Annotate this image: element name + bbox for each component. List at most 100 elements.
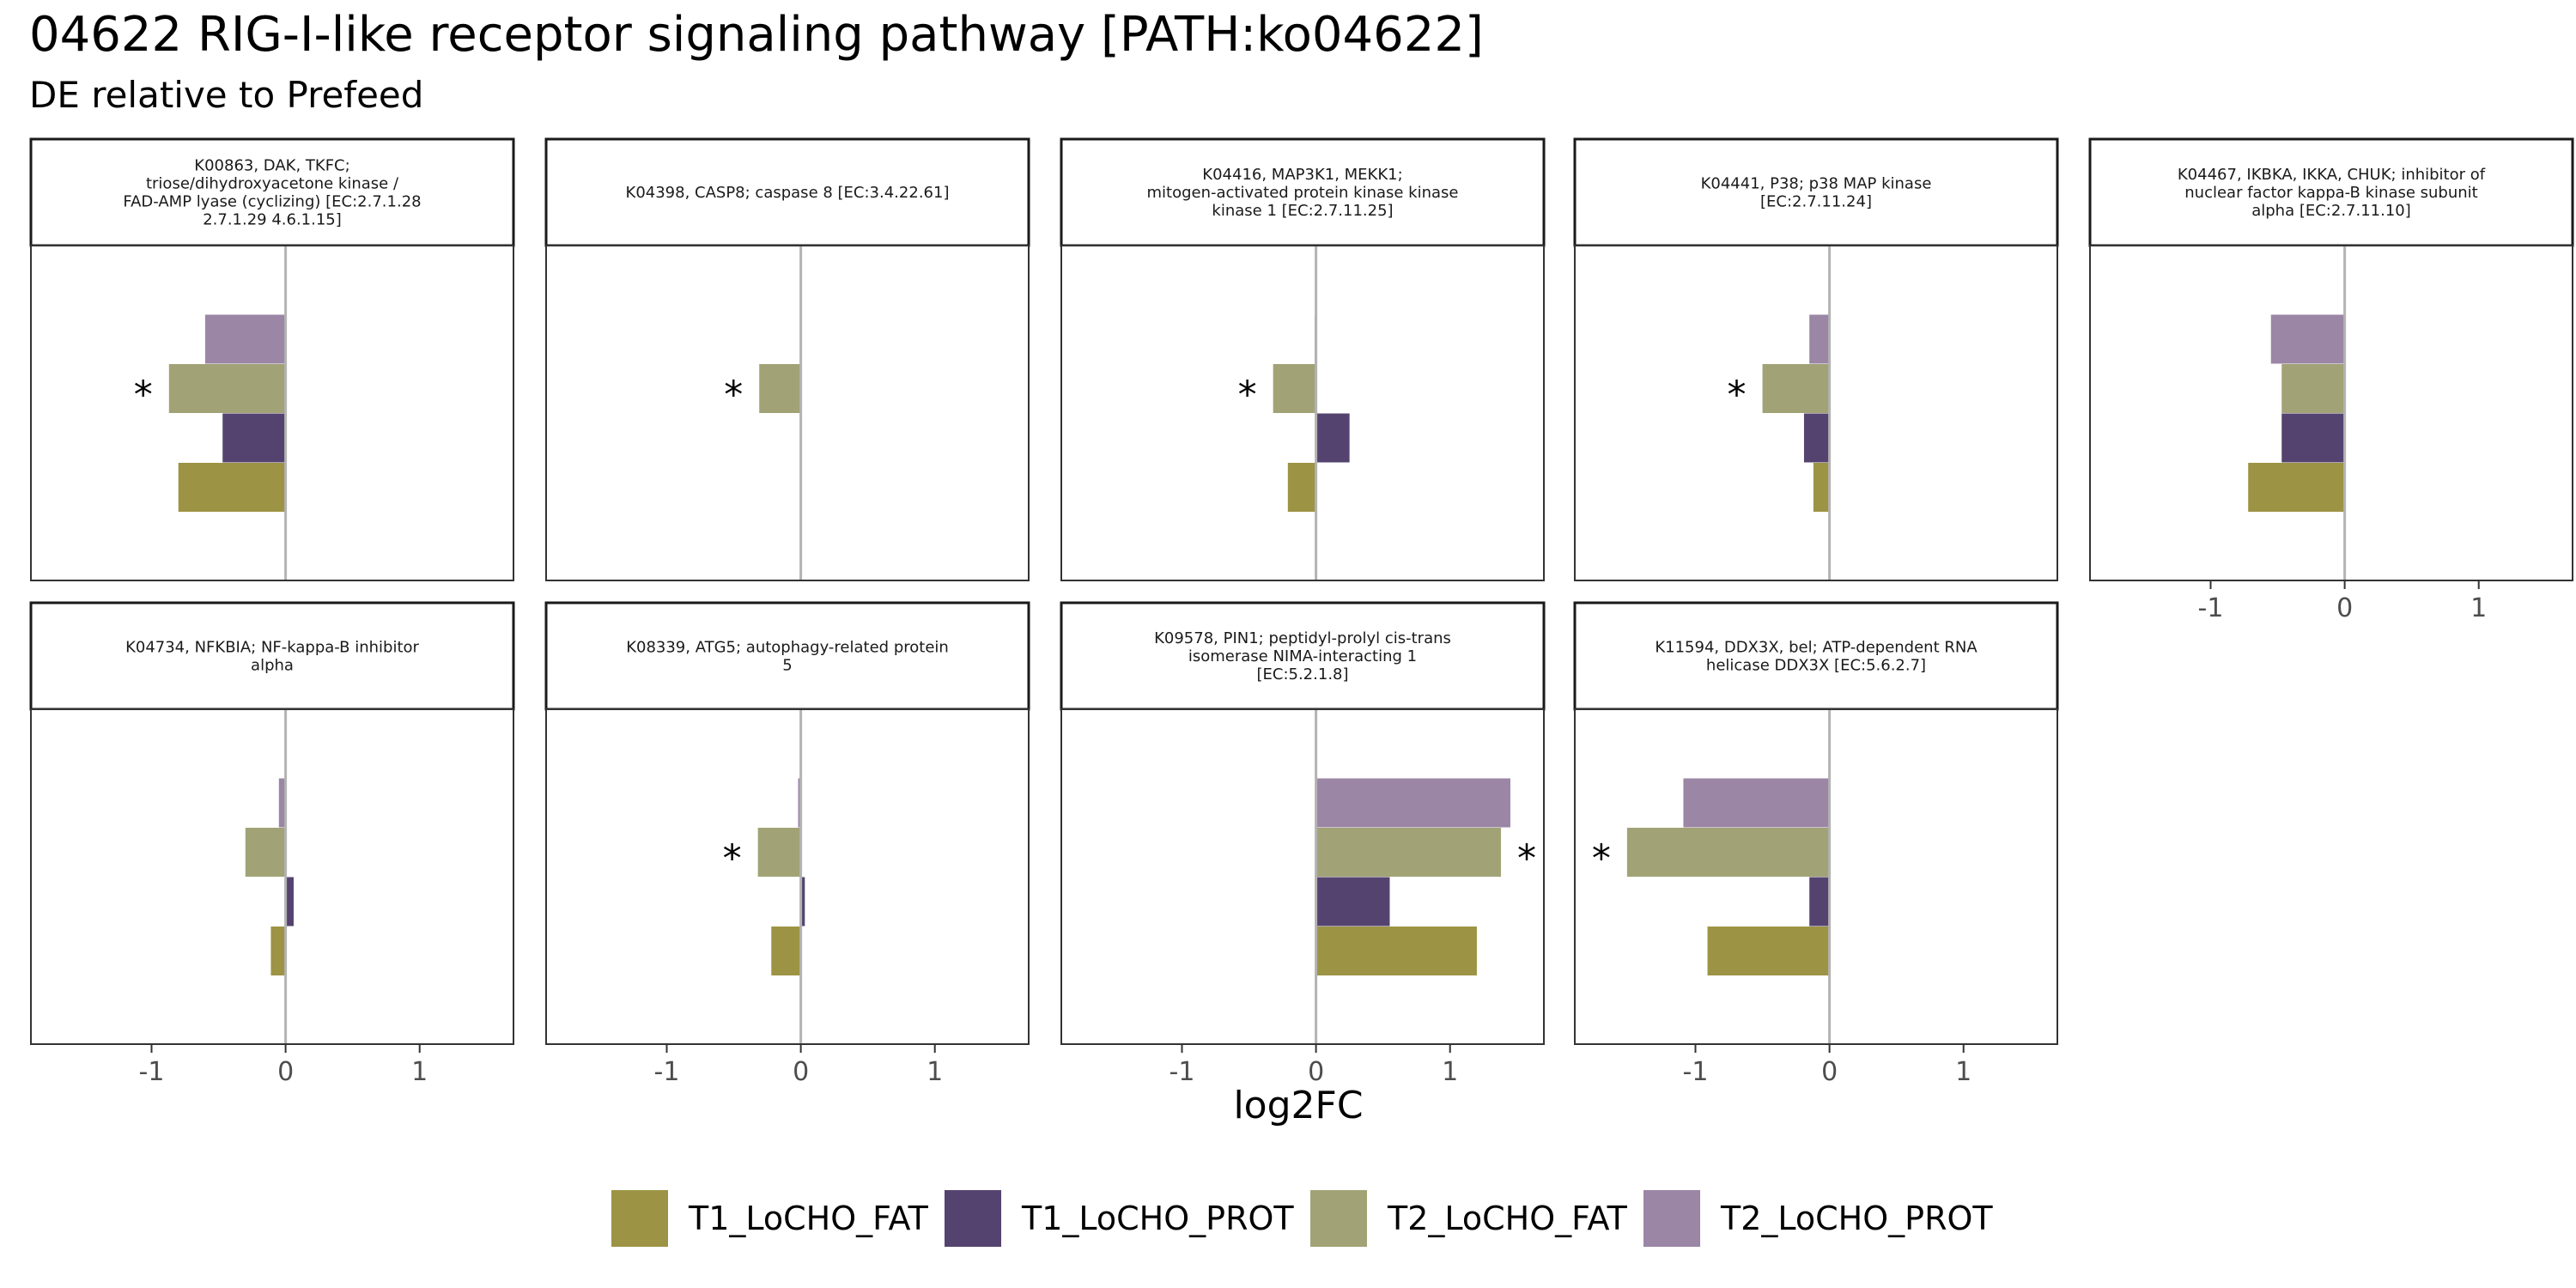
facet-strip-label: K04467, IKBKA, IKKA, CHUK; inhibitor of <box>2178 166 2486 184</box>
facet-strip-label: isomerase NIMA-interacting 1 <box>1188 647 1417 665</box>
bar-t2-locho-prot <box>204 314 286 364</box>
bar-t2-locho-fat <box>759 364 801 413</box>
x-tick-label: -1 <box>1683 1057 1709 1087</box>
facet-strip <box>2088 137 2574 247</box>
bar-t1-locho-prot <box>1315 877 1390 927</box>
chart-title: 04622 RIG-I-like receptor signaling path… <box>29 7 1484 63</box>
bar-t2-locho-prot <box>1683 778 1830 828</box>
facet-strip-label: 5 <box>782 657 792 675</box>
facet-strip-label: FAD-AMP lyase (cyclizing) [EC:2.7.1.28 <box>123 193 421 211</box>
facet-strip-label: K00863, DAK, TKFC; <box>194 157 349 175</box>
legend-item-t1-locho-prot: T1_LoCHO_PROT <box>945 1190 1294 1247</box>
facet-strip <box>1060 601 1546 711</box>
facet-strip-label: mitogen-activated protein kinase kinase <box>1146 184 1458 202</box>
facet-strip-label: [EC:2.7.11.24] <box>1760 193 1872 211</box>
x-tick-label: 0 <box>1821 1057 1838 1087</box>
facet-panel-6: K04734, NFKBIA; NF-kappa-B inhibitoralph… <box>29 601 515 1045</box>
facet-panel-7: K08339, ATG5; autophagy-related protein5… <box>544 601 1030 1045</box>
x-tick-label: -1 <box>1170 1057 1195 1087</box>
legend-label-t1-locho-prot: T1_LoCHO_PROT <box>1022 1200 1294 1237</box>
facet-panel-1: K00863, DAK, TKFC;triose/dihydroxyaceton… <box>29 137 515 581</box>
panel-border <box>1060 245 1545 581</box>
bar-t2-locho-fat <box>1626 828 1830 877</box>
bar-t1-locho-prot <box>1315 413 1350 463</box>
bar-t1-locho-prot <box>2281 413 2345 463</box>
facet-strip-label: nuclear factor kappa-B kinase subunit <box>2184 184 2477 202</box>
panel-border <box>2089 245 2573 581</box>
bar-t1-locho-fat <box>1813 463 1830 512</box>
x-tick-label: 1 <box>1955 1057 1971 1087</box>
significance-star: * <box>1592 837 1611 881</box>
legend-label-t1-locho-fat: T1_LoCHO_FAT <box>689 1200 928 1237</box>
x-tick-label: 1 <box>2470 593 2487 623</box>
x-tick-label: 1 <box>1442 1057 1458 1087</box>
facet-strip <box>544 137 1030 247</box>
facet-strip <box>1573 137 2059 247</box>
facet-panel-4: K04441, P38; p38 MAP kinase[EC:2.7.11.24… <box>1573 137 2059 581</box>
significance-star: * <box>1728 374 1747 417</box>
legend-label-t2-locho-fat: T2_LoCHO_FAT <box>1388 1200 1627 1237</box>
facet-strip-label: alpha <box>251 657 294 675</box>
panel-border <box>1060 708 1545 1045</box>
facet-panel-2: K04398, CASP8; caspase 8 [EC:3.4.22.61] * <box>544 137 1030 581</box>
legend-swatch-t1-locho-fat <box>611 1190 668 1247</box>
facet-panel-9: K11594, DDX3X, bel; ATP-dependent RNAhel… <box>1573 601 2059 1045</box>
x-tick-label: 1 <box>411 1057 428 1087</box>
facet-panel-8: K09578, PIN1; peptidyl-prolyl cis-transi… <box>1060 601 1546 1045</box>
facet-strip-label: K04398, CASP8; caspase 8 [EC:3.4.22.61] <box>626 184 950 202</box>
bar-t1-locho-prot <box>1809 877 1830 927</box>
legend-swatch-t2-locho-prot <box>1643 1190 1700 1247</box>
legend-swatch-t2-locho-fat <box>1310 1190 1367 1247</box>
x-tick-label: 0 <box>1308 1057 1324 1087</box>
legend-item-t2-locho-fat: T2_LoCHO_FAT <box>1310 1190 1627 1247</box>
bar-t2-locho-fat <box>2281 364 2345 413</box>
bar-t1-locho-fat <box>1707 927 1830 975</box>
facet-strip-label: alpha [EC:2.7.11.10] <box>2251 202 2411 220</box>
chart-subtitle: DE relative to Prefeed <box>29 74 424 116</box>
facet-strip-label: [EC:5.2.1.8] <box>1256 665 1348 683</box>
legend-item-t2-locho-prot: T2_LoCHO_PROT <box>1643 1190 1993 1247</box>
bar-t1-locho-fat <box>270 927 286 975</box>
panel-border <box>1574 245 2058 581</box>
bar-t2-locho-prot <box>798 778 801 828</box>
panel-border <box>30 245 514 581</box>
facet-strip <box>1573 601 2059 711</box>
bar-t1-locho-fat <box>2248 463 2345 512</box>
significance-star: * <box>1238 374 1257 417</box>
x-tick-label: -1 <box>654 1057 680 1087</box>
x-tick-label: -1 <box>2198 593 2224 623</box>
legend-label-t2-locho-prot: T2_LoCHO_PROT <box>1721 1200 1993 1237</box>
bar-t2-locho-prot <box>278 778 286 828</box>
facet-strip-label: 2.7.1.29 4.6.1.15] <box>203 211 342 229</box>
panel-border <box>1574 708 2058 1045</box>
bar-t2-locho-fat <box>245 828 286 877</box>
x-axis-label: log2FC <box>1233 1084 1364 1127</box>
facet-strip-label: K04441, P38; p38 MAP kinase <box>1701 175 1932 193</box>
significance-star: * <box>724 374 743 417</box>
panel-border <box>545 708 1030 1045</box>
facet-strip-label: K04734, NFKBIA; NF-kappa-B inhibitor <box>125 639 419 657</box>
panel-border <box>545 245 1030 581</box>
facet-strip-label: K09578, PIN1; peptidyl-prolyl cis-trans <box>1154 629 1451 647</box>
bar-t2-locho-fat <box>757 828 801 877</box>
significance-star: * <box>1517 837 1536 881</box>
facet-panel-5: K04467, IKBKA, IKKA, CHUK; inhibitor ofn… <box>2088 137 2574 581</box>
bar-t2-locho-prot <box>2270 314 2345 364</box>
bar-t2-locho-fat <box>1762 364 1830 413</box>
bar-t1-locho-prot <box>222 413 286 463</box>
bar-t2-locho-fat <box>1273 364 1316 413</box>
facet-strip-label: K11594, DDX3X, bel; ATP-dependent RNA <box>1655 639 1978 657</box>
panel-border <box>30 708 514 1045</box>
facet-strip-label: helicase DDX3X [EC:5.6.2.7] <box>1706 657 1926 675</box>
bar-t2-locho-fat <box>1315 828 1502 877</box>
bar-t1-locho-prot <box>1803 413 1830 463</box>
bar-t2-locho-fat <box>168 364 286 413</box>
x-tick-label: 0 <box>793 1057 809 1087</box>
legend: T1_LoCHO_FAT T1_LoCHO_PROT T2_LoCHO_FAT … <box>0 1190 2576 1250</box>
significance-star: * <box>723 837 742 881</box>
bar-t2-locho-prot <box>1315 778 1510 828</box>
x-tick-label: 0 <box>2336 593 2353 623</box>
bar-t1-locho-prot <box>285 877 294 927</box>
facet-strip-label: K04416, MAP3K1, MEKK1; <box>1202 166 1402 184</box>
